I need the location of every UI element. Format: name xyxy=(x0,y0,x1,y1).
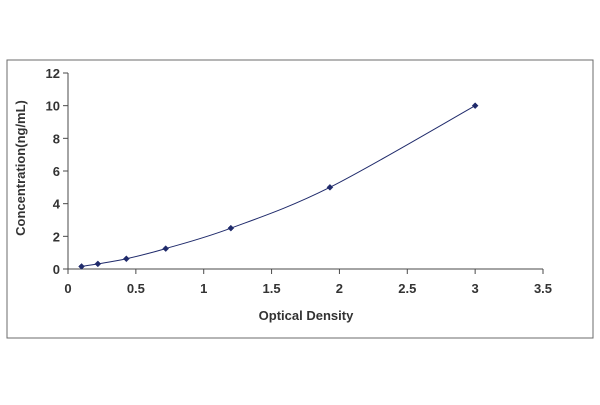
y-tick-label: 2 xyxy=(53,229,60,244)
fitted-curve xyxy=(81,105,476,267)
y-tick-label: 12 xyxy=(46,66,60,81)
data-point xyxy=(326,183,334,191)
data-point xyxy=(123,255,130,263)
x-tick-label: 2.5 xyxy=(398,281,416,296)
x-tick-label: 3 xyxy=(472,281,479,296)
data-point xyxy=(471,102,479,110)
y-tick-label: 6 xyxy=(53,164,60,179)
y-tick-label: 0 xyxy=(53,262,60,277)
x-tick-label: 0 xyxy=(64,281,71,296)
y-tick-label: 10 xyxy=(46,99,60,114)
axes: 0 0.5 1 1.5 2 2.5 3 3.5 0 2 4 6 8 10 12 xyxy=(46,66,553,296)
x-tick-label: 1.5 xyxy=(263,281,281,296)
y-tick-label: 8 xyxy=(53,131,60,146)
data-points xyxy=(78,102,479,270)
x-axis-title: Optical Density xyxy=(259,308,354,323)
chart-frame xyxy=(6,59,594,339)
data-point xyxy=(162,245,170,252)
x-tick-label: 3.5 xyxy=(534,281,552,296)
data-point xyxy=(78,263,85,270)
data-point xyxy=(94,260,102,268)
x-tick-label: 0.5 xyxy=(127,281,145,296)
data-point xyxy=(227,224,235,232)
y-axis-title: Concentration(ng/mL) xyxy=(13,100,28,236)
y-tick-label: 4 xyxy=(53,197,61,212)
fitted-curve-line xyxy=(81,105,476,267)
x-tick-label: 2 xyxy=(336,281,343,296)
x-tick-label: 1 xyxy=(200,281,207,296)
